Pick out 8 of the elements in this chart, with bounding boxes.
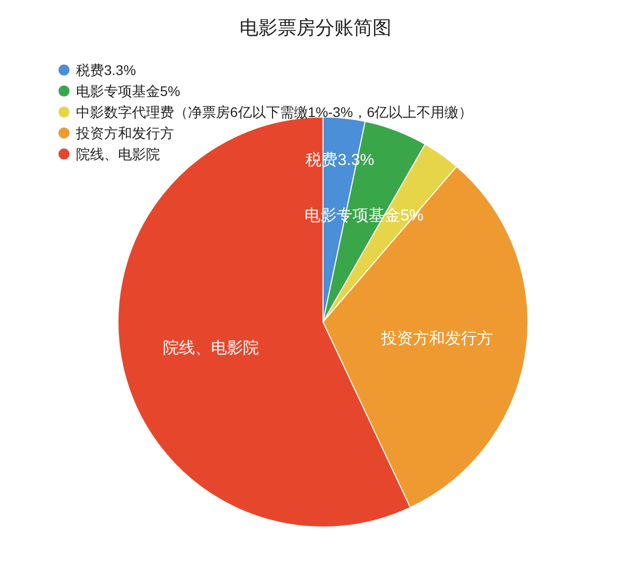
legend-label: 投资方和发行方 <box>75 125 174 141</box>
data-label: 院线、电影院 <box>162 339 259 358</box>
legend-label: 电影专项基金5% <box>76 83 180 99</box>
legend-label: 中影数字代理费（净票房6亿以下需缴1%-3%，6亿以上不用缴） <box>76 104 473 120</box>
legend-label: 税费3.3% <box>76 62 136 78</box>
data-label: 投资方和发行方 <box>380 329 493 348</box>
chart-title: 电影票房分账简图 <box>240 17 392 39</box>
legend-label: 院线、电影院 <box>76 146 160 162</box>
